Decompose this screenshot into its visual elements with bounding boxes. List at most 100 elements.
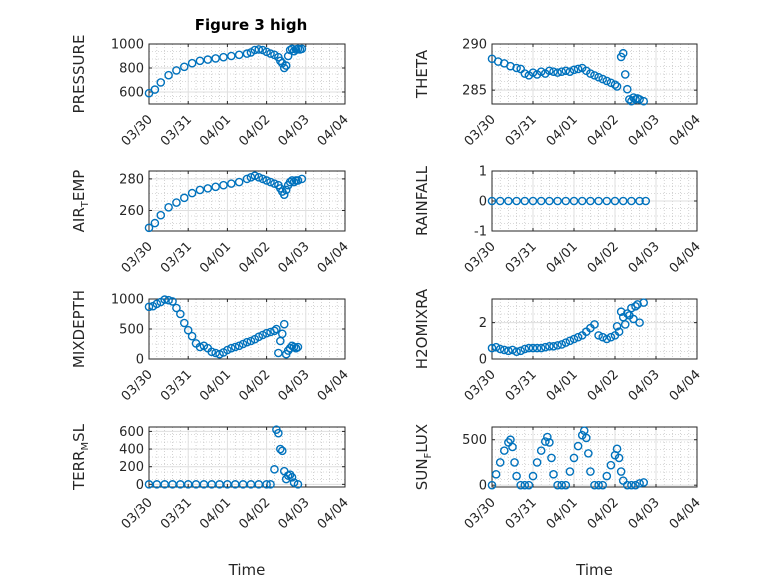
data-point [635, 318, 644, 327]
data-point [541, 342, 550, 352]
x-axis-label: Time [228, 561, 266, 579]
data-point [508, 345, 517, 355]
data-point [528, 68, 538, 77]
data-point [565, 336, 575, 346]
data-point [183, 325, 193, 335]
x-tick-label: 03/31 [503, 367, 540, 404]
data-point [582, 433, 591, 443]
data-point [234, 341, 244, 351]
data-point [287, 176, 297, 185]
y-tick-label: -1 [474, 225, 487, 240]
data-point [557, 480, 567, 490]
data-point [270, 326, 279, 336]
x-tick-label: 04/04 [315, 239, 352, 276]
x-tick-label: 03/31 [158, 367, 195, 404]
data-point [602, 76, 612, 86]
data-point [520, 196, 530, 206]
data-point [528, 471, 538, 481]
y-tick-label: 1000 [111, 293, 144, 308]
x-tick-label: 03/31 [503, 495, 540, 532]
data-point [499, 446, 509, 455]
data-point [598, 332, 608, 342]
y-tick-label: 200 [119, 460, 144, 475]
axes-box [148, 43, 346, 105]
x-tick-label: 04/02 [585, 367, 622, 404]
axes-box [491, 426, 698, 488]
data-series [144, 295, 303, 359]
data-point [172, 66, 181, 75]
data-point [573, 332, 583, 342]
data-point [618, 196, 628, 206]
subplot-4: 03/30 03/31 04/01 04/02 04/03 04/04 -1 0 1 RAINFA… [413, 165, 704, 277]
data-point [602, 196, 612, 206]
data-point [512, 63, 521, 73]
data-point [553, 196, 562, 206]
data-series [487, 196, 651, 206]
data-point [274, 428, 283, 438]
data-point [254, 332, 264, 342]
x-tick-label: 04/04 [667, 367, 704, 404]
data-point [179, 193, 189, 203]
data-point [164, 203, 173, 212]
y-tick-label: 285 [462, 84, 487, 99]
data-point [246, 336, 256, 346]
x-axis-label: Time [575, 561, 613, 579]
data-point [156, 210, 166, 220]
data-point [203, 55, 213, 64]
data-point [297, 174, 307, 184]
data-point [586, 69, 595, 78]
data-point [285, 343, 295, 353]
data-point [612, 321, 622, 331]
data-point [293, 342, 303, 352]
data-point [262, 328, 271, 338]
subplot-7: 03/30 03/31 04/01 04/02 04/03 04/04 0 200 400 600… [70, 423, 352, 579]
data-point [606, 460, 616, 470]
data-point [565, 67, 575, 76]
data-point [276, 56, 285, 66]
data-point [160, 295, 169, 304]
data-point [623, 309, 632, 318]
data-point [487, 343, 497, 353]
data-point [590, 71, 599, 80]
data-point [495, 196, 505, 206]
data-point [516, 346, 526, 356]
data-point [491, 342, 501, 352]
x-tick-label: 04/04 [667, 239, 704, 276]
y-tick-label: 260 [119, 204, 144, 219]
data-point [238, 339, 248, 349]
data-point [579, 426, 589, 435]
data-point [614, 327, 624, 337]
data-point [594, 480, 603, 490]
data-point [504, 196, 513, 206]
data-point [285, 177, 295, 187]
data-point [187, 331, 197, 341]
data-point [179, 62, 189, 72]
minor-grid [149, 171, 345, 231]
data-point [234, 50, 244, 60]
data-point [620, 70, 630, 79]
x-tick-label: 03/30 [119, 239, 156, 276]
y-axis-label: H2OMIXRA [413, 288, 431, 369]
data-point [594, 331, 603, 340]
data-point [219, 52, 228, 62]
data-point [536, 67, 546, 76]
data-point [164, 70, 173, 80]
data-point [627, 480, 636, 490]
data-point [553, 480, 562, 490]
data-point [254, 45, 264, 54]
data-point [612, 82, 622, 91]
data-point [277, 329, 287, 339]
x-tick-label: 04/03 [626, 112, 663, 149]
y-tick-label: 0 [479, 195, 487, 210]
data-point [543, 432, 552, 442]
y-axis-label: AIRTEMP [70, 170, 91, 233]
data-point [230, 342, 240, 352]
data-point [610, 196, 620, 206]
data-point [532, 343, 542, 353]
data-point [211, 182, 220, 192]
x-tick-label: 04/03 [276, 495, 313, 532]
data-point [590, 320, 599, 329]
data-point [606, 78, 616, 88]
data-point [266, 49, 275, 58]
data-point [254, 173, 264, 182]
